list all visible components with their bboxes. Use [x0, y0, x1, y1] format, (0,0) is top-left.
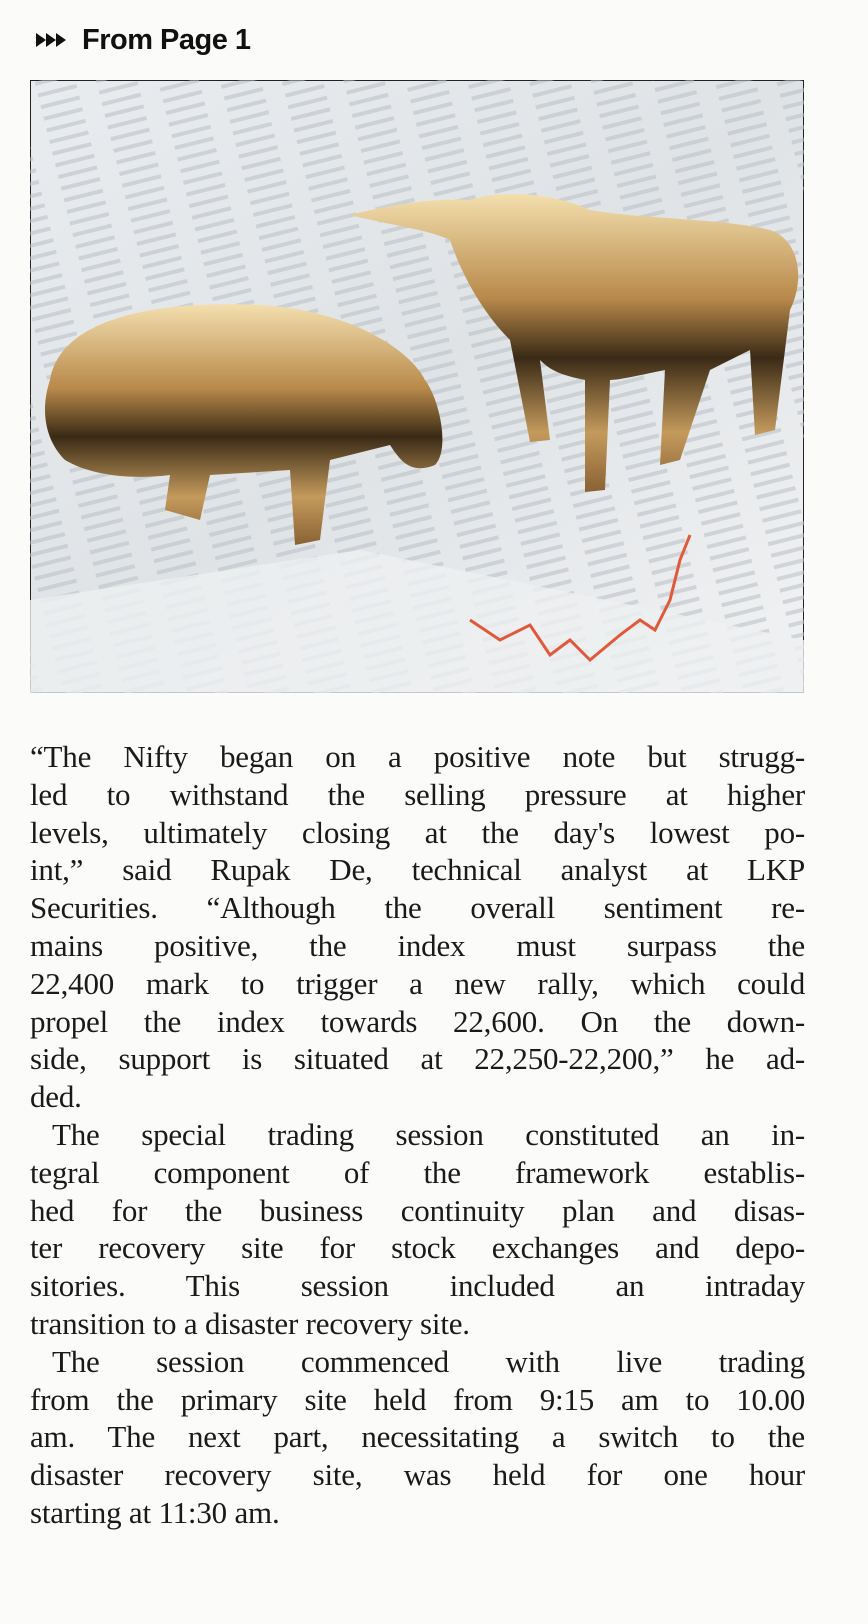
text-line: The session commenced with live trading [30, 1343, 805, 1381]
text-line: led to withstand the selling pressure at… [30, 776, 805, 814]
text-line: int,” said Rupak De, technical analyst a… [30, 851, 805, 889]
text-line: starting at 11:30 am. [30, 1494, 805, 1532]
text-line: mains positive, the index must surpass t… [30, 927, 805, 965]
text-line: hed for the business continuity plan and… [30, 1192, 805, 1230]
text-line: Securities. “Although the overall sentim… [30, 889, 805, 927]
text-line: levels, ultimately closing at the day's … [30, 814, 805, 852]
header: From Page 1 [34, 20, 251, 60]
text-line: tegral component of the framework establ… [30, 1154, 805, 1192]
article-body: “The Nifty began on a positive note but … [30, 738, 805, 1532]
text-line: The special trading session constituted … [30, 1116, 805, 1154]
text-line: am. The next part, necessitating a switc… [30, 1418, 805, 1456]
text-line: transition to a disaster recovery site. [30, 1305, 805, 1343]
text-line: ter recovery site for stock exchanges an… [30, 1229, 805, 1267]
page: From Page 1 “The Nifty began on a positi… [0, 0, 868, 1624]
text-line: “The Nifty began on a positive note but … [30, 738, 805, 776]
text-line: disaster recovery site, was held for one… [30, 1456, 805, 1494]
text-line: sitories. This session included an intra… [30, 1267, 805, 1305]
text-line: from the primary site held from 9:15 am … [30, 1381, 805, 1419]
section-label: From Page 1 [82, 24, 251, 57]
arrows-icon [34, 30, 74, 50]
text-line: ded. [30, 1078, 805, 1116]
photo [30, 80, 804, 693]
text-line: propel the index towards 22,600. On the … [30, 1003, 805, 1041]
text-line: side, support is situated at 22,250-22,2… [30, 1040, 805, 1078]
text-line: 22,400 mark to trigger a new rally, whic… [30, 965, 805, 1003]
